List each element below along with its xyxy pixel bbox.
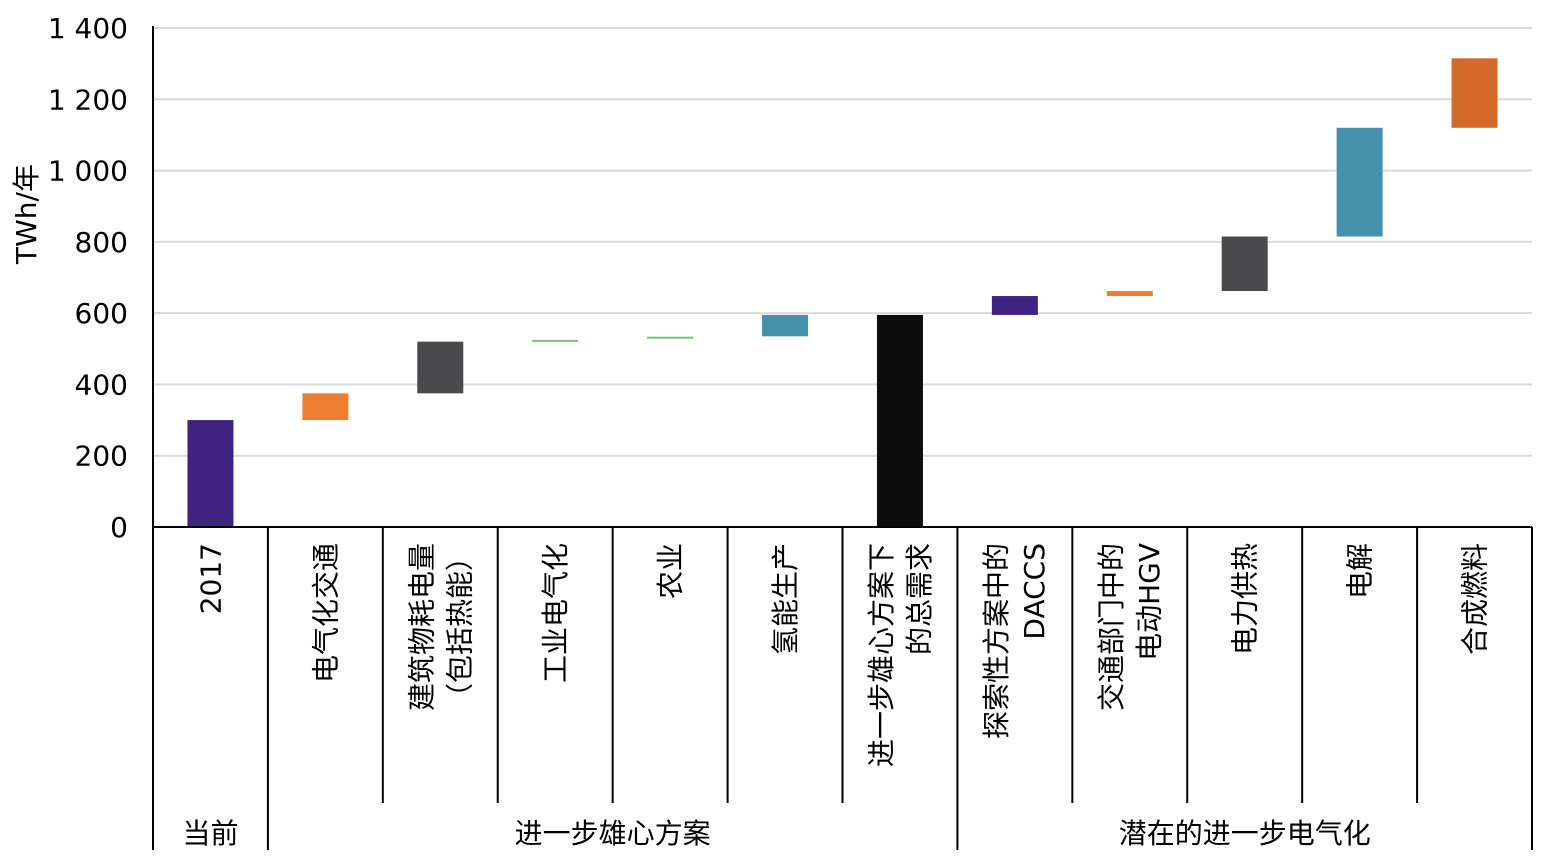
bar xyxy=(762,314,809,337)
group-label: 潜在的进一步电气化 xyxy=(1119,817,1371,850)
category-label: 建筑物耗电量 xyxy=(405,543,438,711)
y-tick-label: 200 xyxy=(75,440,128,473)
category-axis xyxy=(152,26,1533,850)
category-label: 农业 xyxy=(654,543,687,599)
grid-lines xyxy=(153,27,1532,457)
bars xyxy=(187,58,1498,527)
category-label: 的总需求 xyxy=(903,543,936,655)
bar xyxy=(302,393,349,421)
category-label: 交通部门中的 xyxy=(1095,543,1128,711)
bar xyxy=(532,339,579,342)
y-tick-label: 800 xyxy=(75,226,128,259)
bar xyxy=(1221,236,1268,292)
bar xyxy=(1451,58,1498,128)
y-axis-tick-labels: 0 200 400 600 800 1 000 1 200 1 400 xyxy=(48,12,128,544)
category-label: 电动HGV xyxy=(1133,543,1166,661)
category-label: 探索性方案中的 xyxy=(980,543,1013,739)
y-tick-label: 1 000 xyxy=(48,155,128,188)
group-label: 进一步雄心方案 xyxy=(515,817,711,850)
category-label: 工业电气化 xyxy=(539,543,572,683)
category-label: DACCS xyxy=(1018,543,1051,640)
y-tick-label: 600 xyxy=(75,297,128,330)
y-tick-label: 400 xyxy=(75,368,128,401)
bar xyxy=(1336,127,1383,237)
category-label: 进一步雄心方案下 xyxy=(865,543,898,767)
y-axis-label: TWh/年 xyxy=(10,164,43,265)
category-label: 合成燃料 xyxy=(1459,543,1492,655)
category-label: 电力供热 xyxy=(1229,543,1262,655)
y-tick-label: 1 400 xyxy=(48,12,128,45)
category-labels: 2017 电气化交通 建筑物耗电量 （包括热能） 工业电气化 农业 氢能生产 进一步雄心方案下… xyxy=(194,543,1491,767)
bar xyxy=(647,336,694,339)
category-label: 电解 xyxy=(1344,543,1377,599)
category-label: 氢能生产 xyxy=(769,543,802,655)
category-label: 2017 xyxy=(194,543,227,614)
bar xyxy=(991,296,1038,315)
y-tick-label: 1 200 xyxy=(48,83,128,116)
bar xyxy=(1106,291,1153,297)
bar xyxy=(876,314,923,527)
category-label: 电气化交通 xyxy=(309,543,342,683)
group-label: 当前 xyxy=(182,817,238,850)
y-tick-label: 0 xyxy=(110,511,128,544)
category-label: （包括热能） xyxy=(443,543,476,711)
group-labels: 当前 进一步雄心方案 潜在的进一步电气化 xyxy=(182,817,1370,850)
bar xyxy=(417,341,464,394)
bar xyxy=(187,420,234,527)
